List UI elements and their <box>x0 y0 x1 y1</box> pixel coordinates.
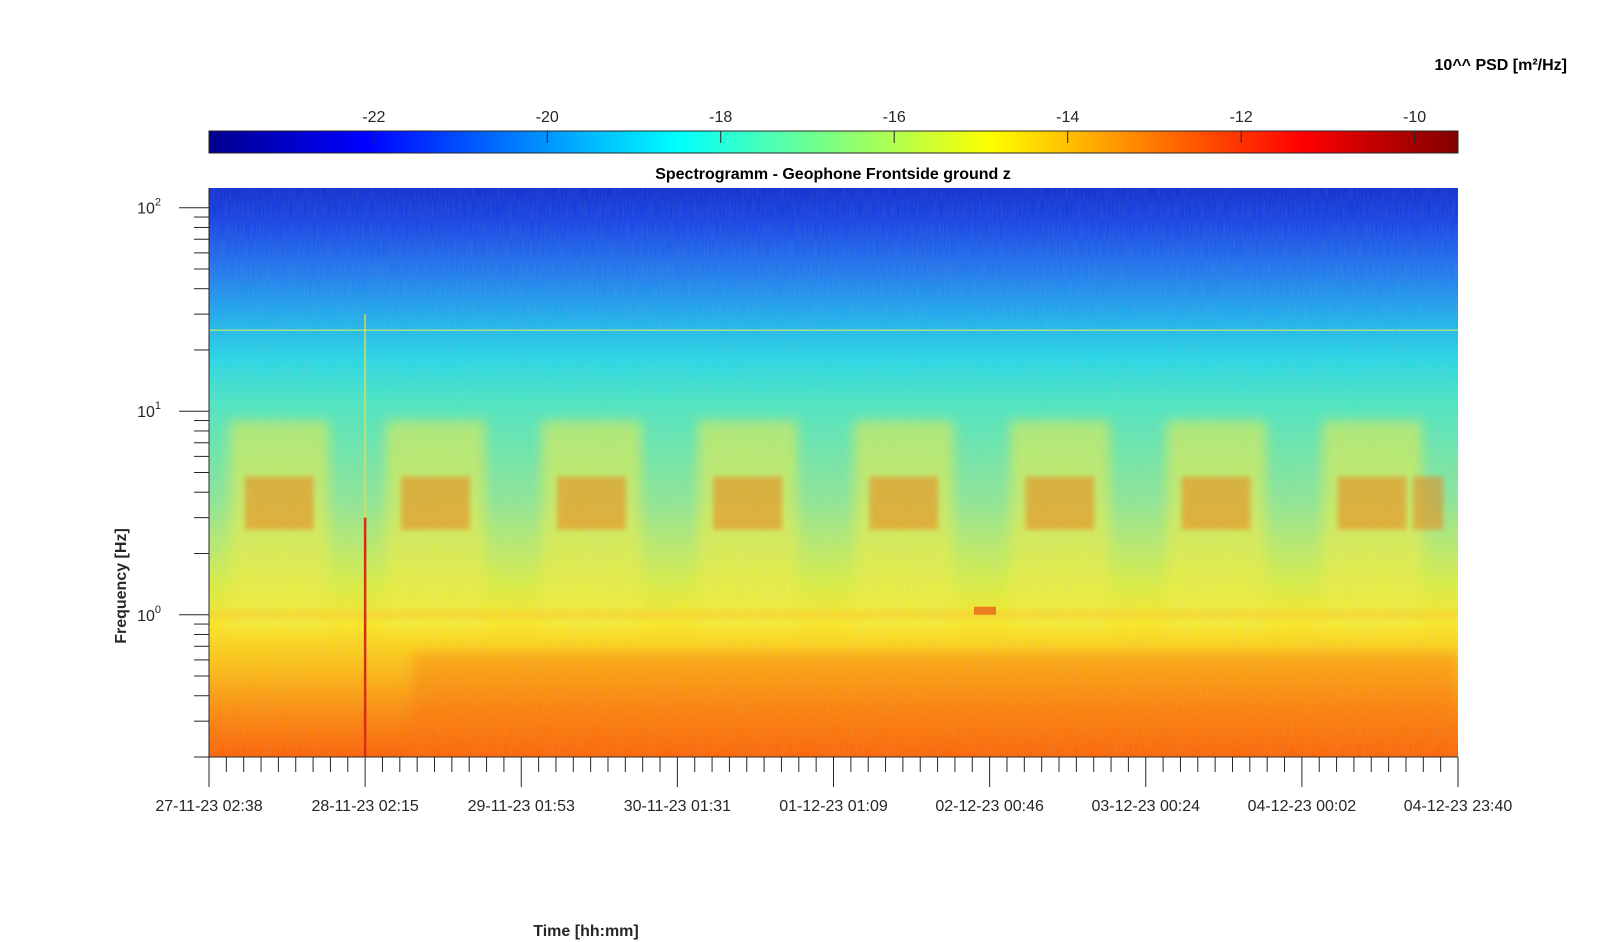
x-tick-label: 27-11-23 02:38 <box>155 798 262 815</box>
chart-title: Spectrogramm - Geophone Frontside ground… <box>655 166 1011 183</box>
colorbar-tick-label: -18 <box>709 109 732 126</box>
x-tick-label: 03-12-23 00:24 <box>1091 798 1200 815</box>
colorbar-tick-label: -22 <box>362 109 385 126</box>
colorbar-label: 10^^ PSD [m²/Hz] <box>1435 57 1567 74</box>
spectrogram-plot <box>209 188 1458 757</box>
y-tick-label: 101 <box>137 400 161 421</box>
colorbar-tick-label: -10 <box>1403 109 1426 126</box>
colorbar-tick-label: -16 <box>883 109 906 126</box>
x-tick-label: 01-12-23 01:09 <box>779 798 888 815</box>
y-tick-label: 100 <box>137 604 161 625</box>
x-axis-ticks: 27-11-23 02:38 28-11-23 02:15 29-11-23 01:… <box>155 757 1512 815</box>
x-tick-label: 29-11-23 01:53 <box>468 798 575 815</box>
x-tick-label: 04-12-23 00:02 <box>1248 798 1357 815</box>
x-tick-label: 30-11-23 01:31 <box>624 798 731 815</box>
y-axis-label: Frequency [Hz] <box>113 528 130 644</box>
x-tick-label: 28-11-23 02:15 <box>311 798 418 815</box>
colorbar-tick-label: -12 <box>1230 109 1253 126</box>
colorbar: 10^^ PSD [m²/Hz] -22 -20 -18 -16 -14 -12 -10 <box>208 57 1567 154</box>
colorbar-ticks: -22 -20 -18 -16 -14 -12 -10 <box>362 109 1426 143</box>
colorbar-gradient <box>208 130 1459 154</box>
x-tick-label: 04-12-23 23:40 <box>1404 798 1513 815</box>
colorbar-tick-label: -20 <box>536 109 559 126</box>
x-axis-label: Time [hh:mm] <box>533 923 638 940</box>
x-tick-label: 02-12-23 00:46 <box>935 798 1044 815</box>
spectrogram-noise <box>209 188 1458 757</box>
y-axis-ticks: 100 101 102 <box>137 197 209 758</box>
colorbar-tick-label: -14 <box>1056 109 1079 126</box>
y-tick-label: 102 <box>137 197 161 218</box>
